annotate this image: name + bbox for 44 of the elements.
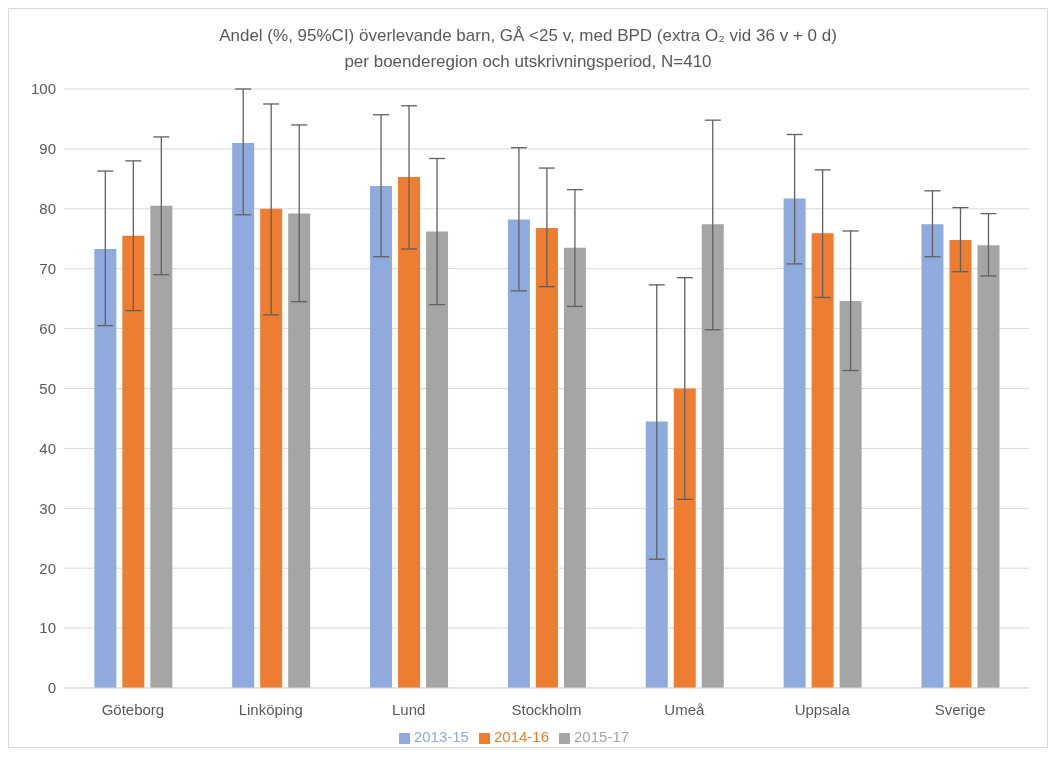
bar bbox=[701, 224, 724, 688]
y-tick-label: 60 bbox=[39, 319, 56, 337]
bar bbox=[811, 233, 834, 688]
x-tick-label: Uppsala bbox=[794, 700, 851, 718]
y-tick-label: 90 bbox=[39, 140, 56, 158]
bar bbox=[507, 219, 530, 688]
bar bbox=[370, 186, 393, 688]
bar bbox=[150, 205, 173, 688]
y-tick-label: 70 bbox=[39, 260, 56, 278]
bar bbox=[232, 142, 255, 688]
y-tick-label: 50 bbox=[39, 379, 56, 397]
chart-subtitle: per boenderegion och utskrivningsperiod, N=410 bbox=[343, 51, 713, 73]
bar bbox=[94, 248, 117, 688]
y-tick-label: 10 bbox=[39, 619, 56, 637]
x-tick-label: Linköping bbox=[238, 700, 303, 718]
bar bbox=[645, 421, 668, 688]
bar bbox=[949, 239, 972, 688]
y-tick-label: 100 bbox=[30, 80, 56, 98]
bar bbox=[921, 224, 944, 688]
bar bbox=[535, 227, 558, 688]
bar bbox=[122, 235, 145, 688]
x-tick-label: Umeå bbox=[664, 700, 706, 718]
y-tick-label: 30 bbox=[39, 499, 56, 517]
bar bbox=[839, 301, 862, 688]
bar bbox=[398, 177, 421, 688]
chart-title: Andel (%, 95%CI) överlevande barn, GÅ <25 v, med BPD (extra O₂ vid 36 v + 0 d) bbox=[218, 25, 838, 47]
x-tick-label: Sverige bbox=[934, 700, 986, 718]
legend-label: 2014-16 bbox=[493, 728, 550, 745]
x-tick-label: Stockholm bbox=[511, 700, 582, 718]
y-tick-label: 40 bbox=[39, 439, 56, 457]
bar bbox=[977, 245, 1000, 688]
bar bbox=[426, 231, 449, 688]
y-tick-label: 0 bbox=[47, 679, 56, 697]
bar bbox=[673, 388, 696, 688]
legend-label: 2015-17 bbox=[574, 728, 630, 745]
x-tick-label: Göteborg bbox=[101, 700, 165, 718]
legend-label: 2013-15 bbox=[413, 728, 469, 745]
bar bbox=[563, 247, 586, 688]
bar bbox=[260, 208, 283, 688]
x-tick-label: Lund bbox=[391, 700, 426, 718]
bar bbox=[783, 198, 806, 688]
bar bbox=[288, 213, 311, 688]
y-tick-label: 20 bbox=[39, 559, 56, 577]
y-tick-label: 80 bbox=[39, 200, 56, 218]
